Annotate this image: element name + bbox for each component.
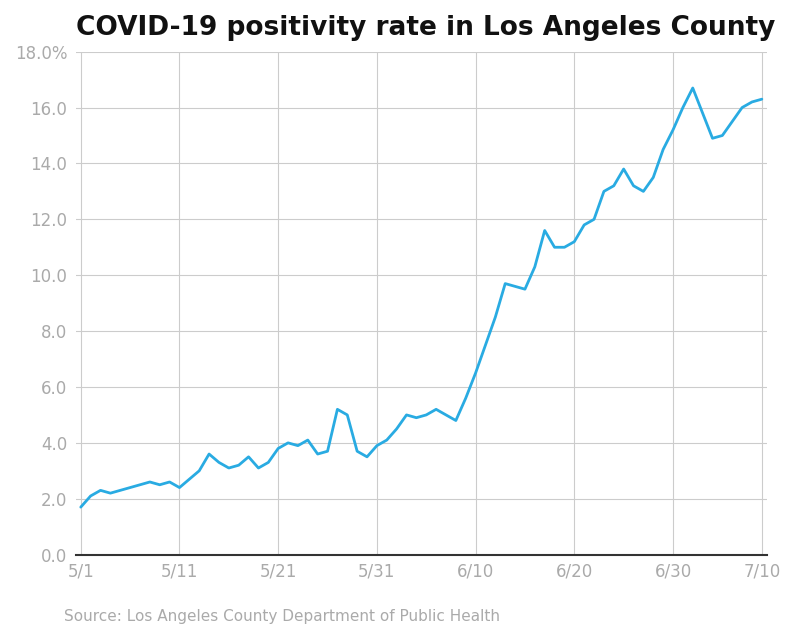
- Text: COVID-19 positivity rate in Los Angeles County: COVID-19 positivity rate in Los Angeles …: [76, 15, 775, 41]
- Text: Source: Los Angeles County Department of Public Health: Source: Los Angeles County Department of…: [64, 609, 500, 624]
